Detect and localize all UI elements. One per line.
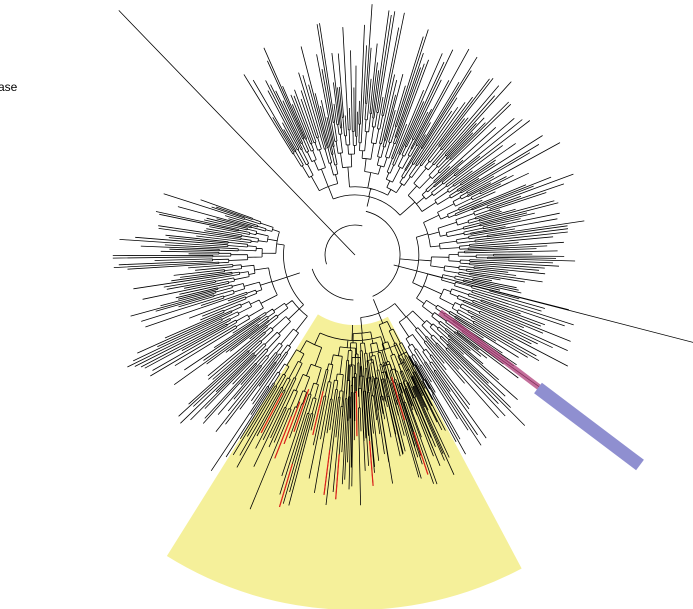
tree [112,4,693,510]
highlighted-branches [260,376,429,508]
clade-label: ase [0,80,18,94]
highlight-sector [166,314,522,609]
pink-branch [438,309,542,391]
blue-branch [534,382,644,471]
tree-branches [112,4,693,510]
